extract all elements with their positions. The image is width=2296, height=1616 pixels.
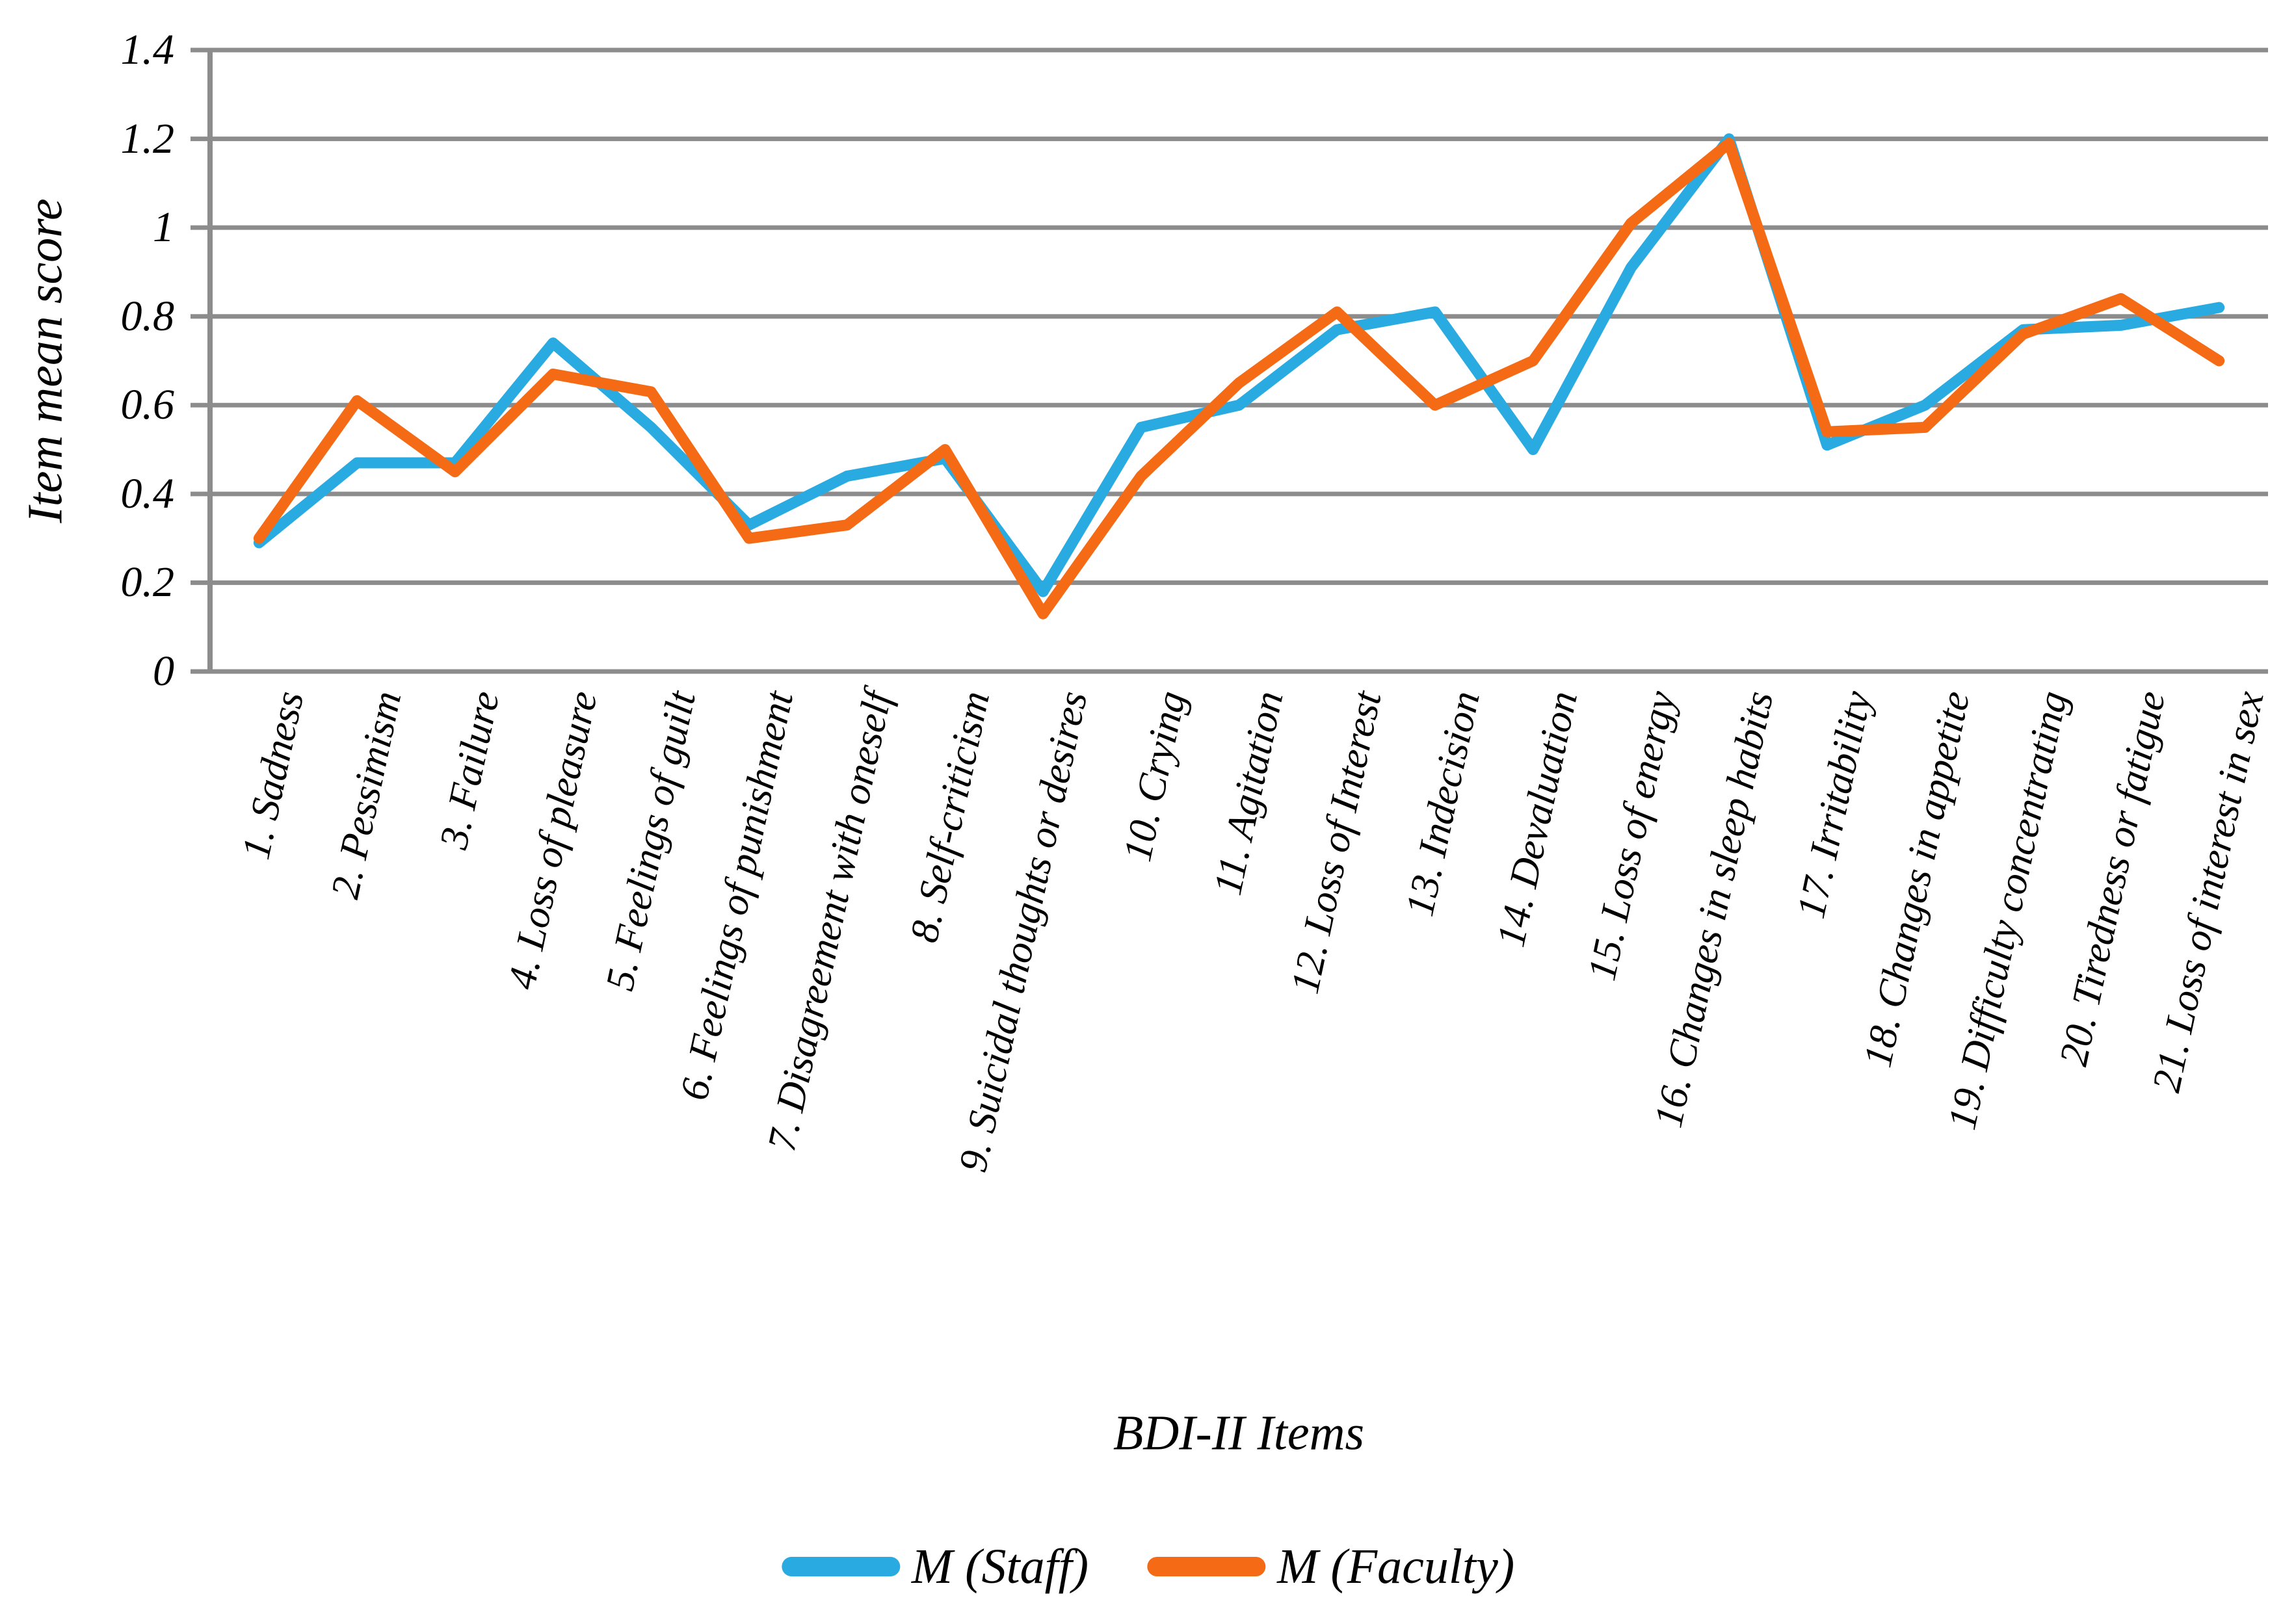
legend-item-staff: M (Staff) (781, 1534, 1089, 1599)
legend-item-faculty: M (Faculty) (1147, 1534, 1514, 1599)
y-tick-label: 1 (153, 203, 174, 252)
legend-label-faculty: M (Faculty) (1277, 1539, 1515, 1594)
y-tick-label: 1.4 (120, 26, 175, 73)
y-tick-label: 0.6 (120, 381, 175, 429)
y-axis-title: Item mean score (18, 198, 73, 523)
y-tick-label: 1.2 (120, 114, 175, 163)
faculty-line-swatch (1147, 1557, 1266, 1576)
staff-series-line (253, 133, 2225, 597)
legend-label-staff: M (Staff) (911, 1539, 1089, 1594)
faculty-series-line (253, 137, 2225, 619)
x-axis-title: BDI-II Items (1113, 1405, 1365, 1461)
y-tick-label: 0.8 (120, 292, 175, 340)
y-tick-label: 0.4 (120, 469, 175, 517)
y-tick-label: 0.2 (120, 558, 175, 606)
chart-legend: M (Staff) M (Faculty) (781, 1534, 1514, 1599)
staff-line-swatch (781, 1557, 900, 1576)
y-tick-label: 0 (153, 647, 174, 695)
